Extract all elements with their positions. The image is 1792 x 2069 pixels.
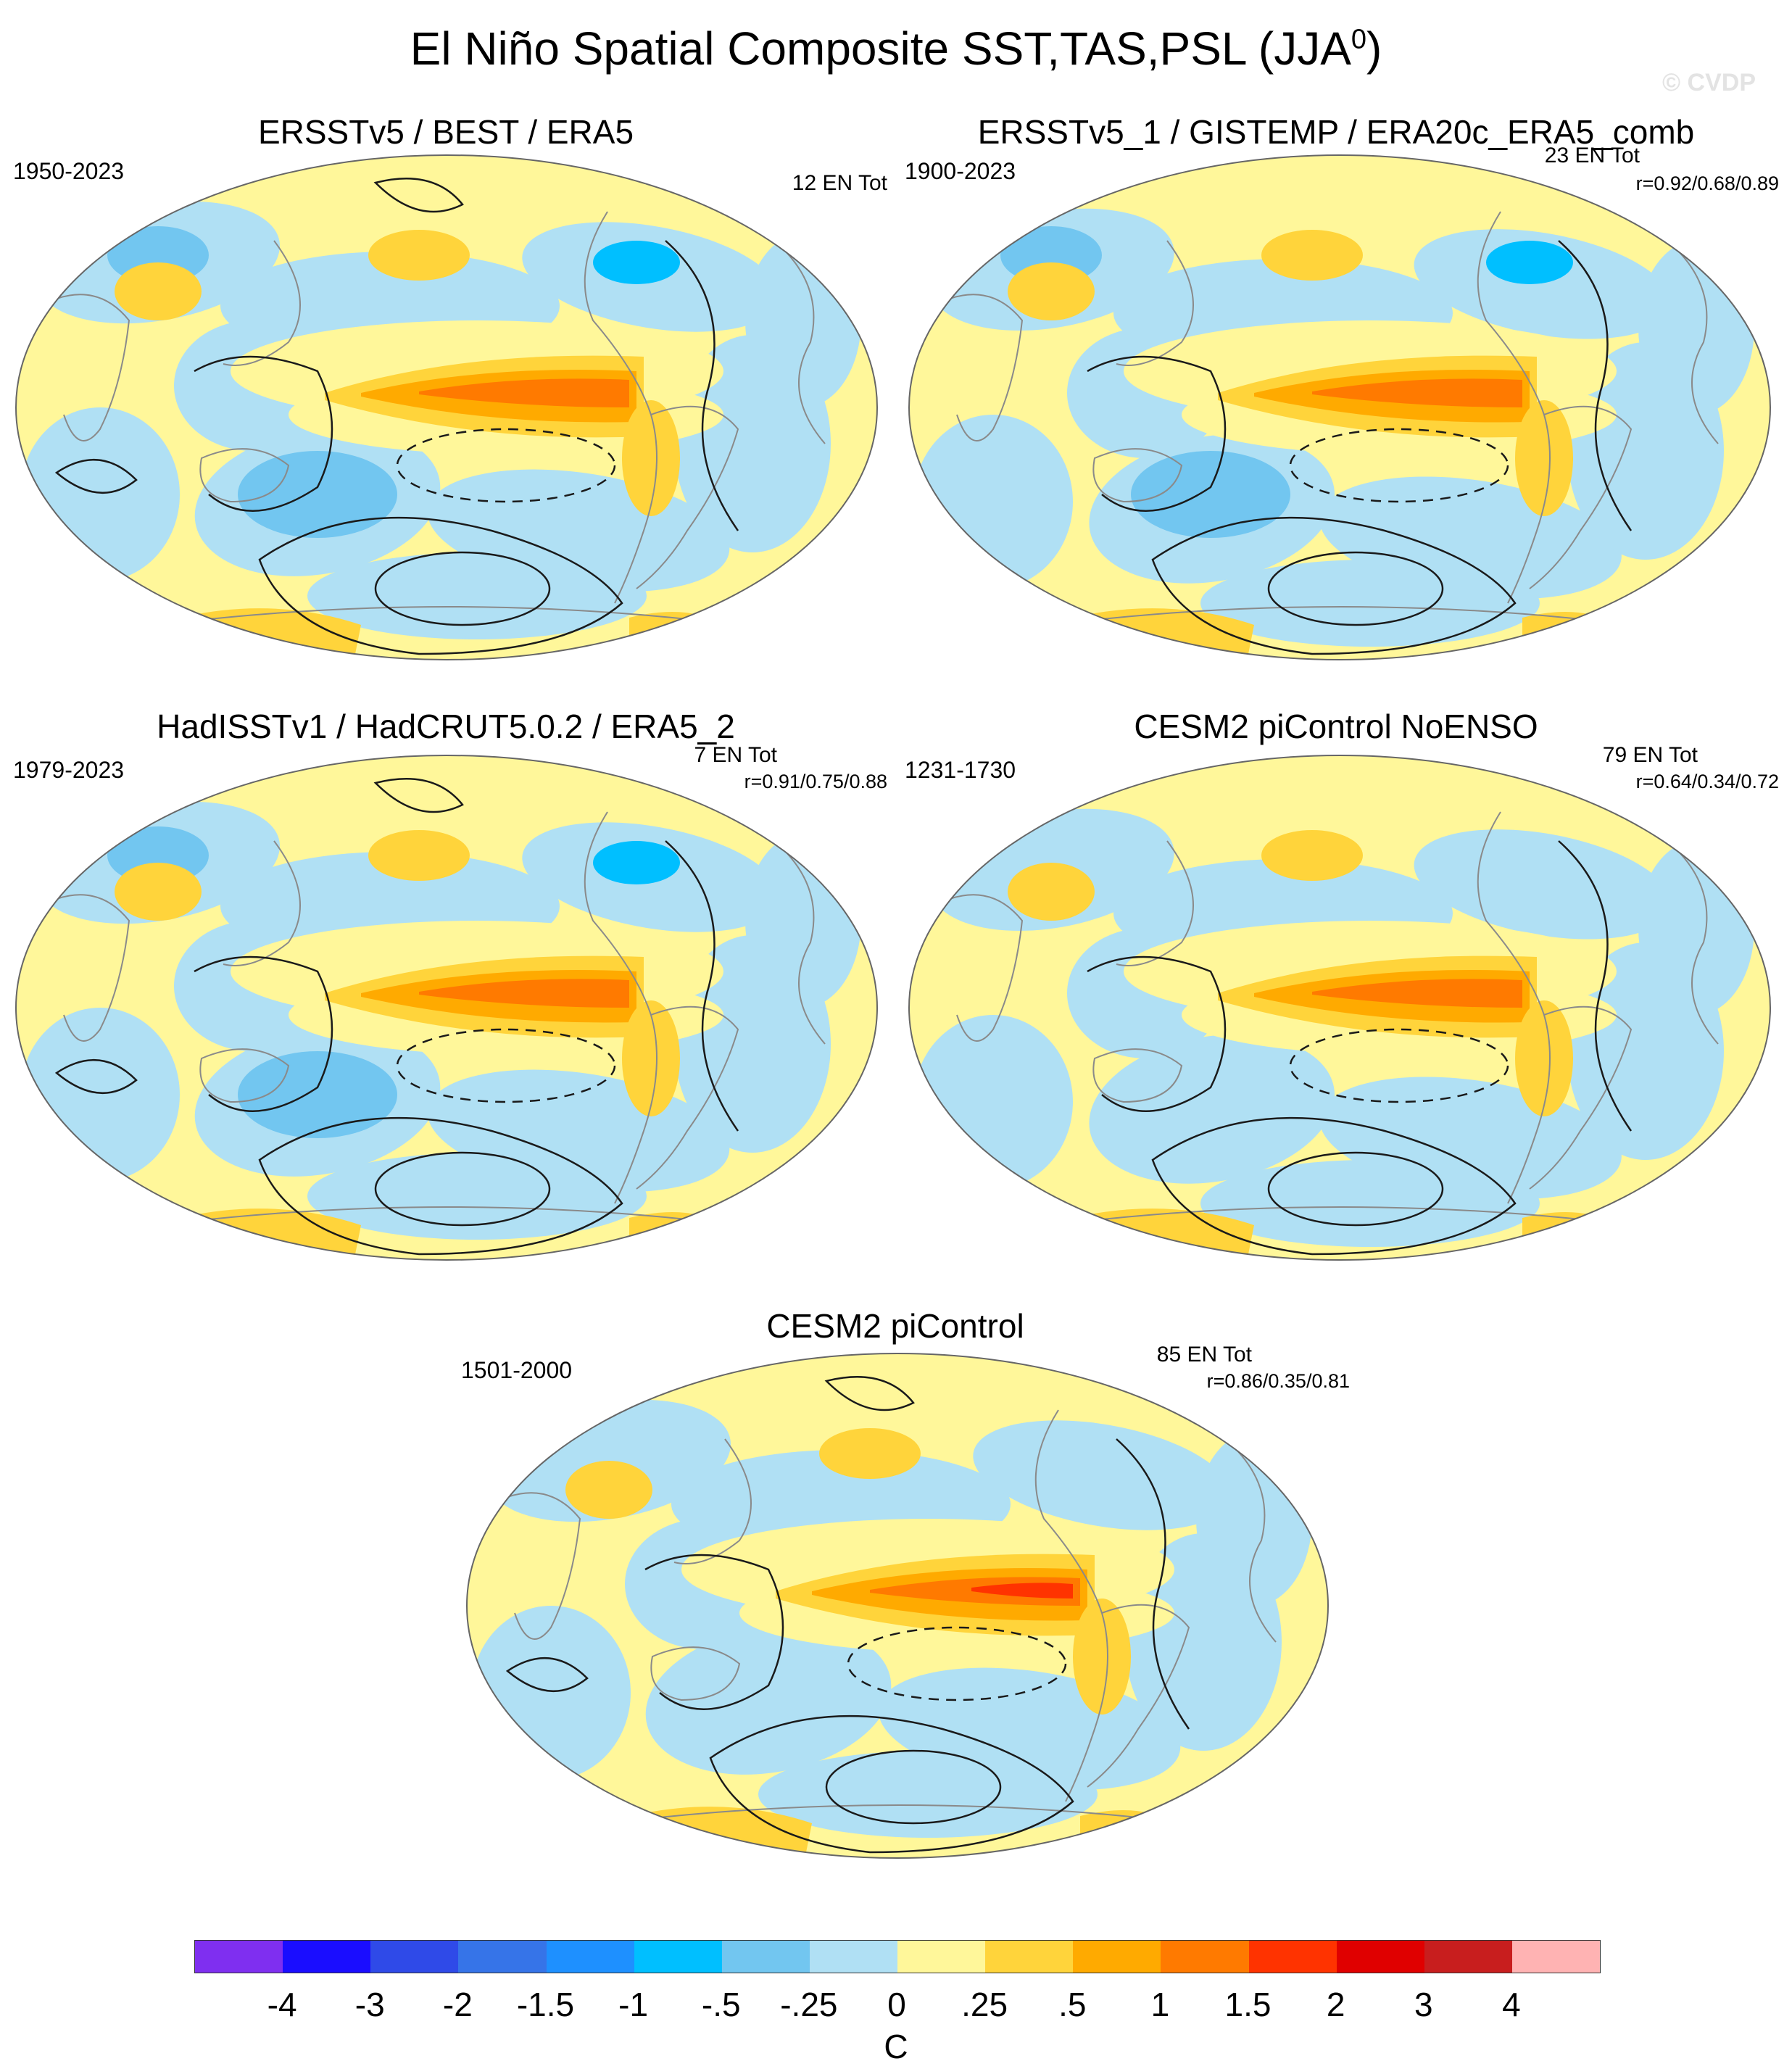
colorbar-tick-label: -4 bbox=[267, 1986, 297, 2023]
colorbar-tick-label: 0 bbox=[887, 1986, 906, 2023]
panel-3-period: 1979-2023 bbox=[13, 757, 125, 783]
colorbar-swatch bbox=[634, 1941, 722, 1973]
panel-4-count: 79 EN Tot bbox=[1602, 743, 1698, 767]
colorbar-swatch bbox=[809, 1941, 897, 1973]
colorbar-tick-label: 4 bbox=[1502, 1986, 1521, 2023]
panel-5-title: CESM2 piControl bbox=[766, 1307, 1024, 1345]
panel-4-map bbox=[908, 755, 1771, 1261]
panel-1-period: 1950-2023 bbox=[13, 158, 125, 184]
panel-5-count: 85 EN Tot bbox=[1156, 1343, 1252, 1367]
colorbar-tick-label: -1 bbox=[618, 1986, 649, 2023]
colorbar-swatch bbox=[1073, 1941, 1161, 1973]
panel-3-map bbox=[15, 755, 878, 1261]
colorbar-swatch bbox=[1248, 1941, 1337, 1973]
panel-2-count: 23 EN Tot bbox=[1544, 144, 1640, 167]
watermark: © CVDP bbox=[1662, 69, 1756, 96]
colorbar-swatch bbox=[283, 1941, 371, 1973]
colorbar-tick-label: 2 bbox=[1326, 1986, 1345, 2023]
colorbar-tick-label: -.25 bbox=[780, 1986, 838, 2023]
colorbar-tick-label: -.5 bbox=[701, 1986, 741, 2023]
colorbar-tick-label: 1.5 bbox=[1224, 1986, 1272, 2023]
colorbar-swatch bbox=[1161, 1941, 1249, 1973]
panel-4-title: CESM2 piControl NoENSO bbox=[1134, 708, 1538, 745]
figure-title-superscript: 0 bbox=[1351, 24, 1367, 55]
panel-2-title: ERSSTv5_1 / GISTEMP / ERA20c_ERA5_comb bbox=[977, 113, 1695, 151]
colorbar-swatch bbox=[1336, 1941, 1424, 1973]
colorbar-swatch bbox=[1424, 1941, 1512, 1973]
panel-2-period: 1900-2023 bbox=[905, 158, 1016, 184]
panel-1-map bbox=[15, 154, 878, 660]
panel-4-corr: r=0.64/0.34/0.72 bbox=[1635, 771, 1779, 792]
colorbar-tick-label: .25 bbox=[961, 1986, 1008, 2023]
colorbar-swatch bbox=[721, 1941, 810, 1973]
panel-3-corr: r=0.91/0.75/0.88 bbox=[744, 771, 887, 792]
panel-4-period: 1231-1730 bbox=[905, 757, 1016, 783]
colorbar-tick-label: .5 bbox=[1058, 1986, 1087, 2023]
panel-5-map bbox=[466, 1353, 1329, 1859]
panel-5-period: 1501-2000 bbox=[461, 1357, 573, 1383]
panel-1-title: ERSSTv5 / BEST / ERA5 bbox=[257, 113, 634, 151]
colorbar-tick-label: -3 bbox=[354, 1986, 385, 2023]
panel-2-corr: r=0.92/0.68/0.89 bbox=[1635, 173, 1779, 194]
colorbar bbox=[194, 1940, 1601, 1973]
panel-3-title: HadISSTv1 / HadCRUT5.0.2 / ERA5_2 bbox=[157, 708, 735, 745]
colorbar-swatch bbox=[1511, 1941, 1600, 1973]
colorbar-swatch bbox=[458, 1941, 547, 1973]
colorbar-unit: C bbox=[884, 2028, 908, 2065]
colorbar-tick-label: 3 bbox=[1414, 1986, 1433, 2023]
colorbar-tick-label: -2 bbox=[442, 1986, 473, 2023]
panel-2-map bbox=[908, 154, 1771, 660]
panel-3-count: 7 EN Tot bbox=[694, 743, 777, 767]
colorbar-swatch bbox=[195, 1941, 283, 1973]
colorbar-swatch bbox=[897, 1941, 986, 1973]
colorbar-swatch bbox=[546, 1941, 634, 1973]
colorbar-tick-label: -1.5 bbox=[516, 1986, 575, 2023]
panel-1-count: 12 EN Tot bbox=[792, 171, 887, 195]
colorbar-swatch bbox=[370, 1941, 459, 1973]
colorbar-swatch bbox=[985, 1941, 1074, 1973]
figure-title: El Niño Spatial Composite SST,TAS,PSL (J… bbox=[410, 22, 1382, 75]
colorbar-tick-label: 1 bbox=[1150, 1986, 1170, 2023]
panel-5-corr: r=0.86/0.35/0.81 bbox=[1206, 1370, 1350, 1392]
